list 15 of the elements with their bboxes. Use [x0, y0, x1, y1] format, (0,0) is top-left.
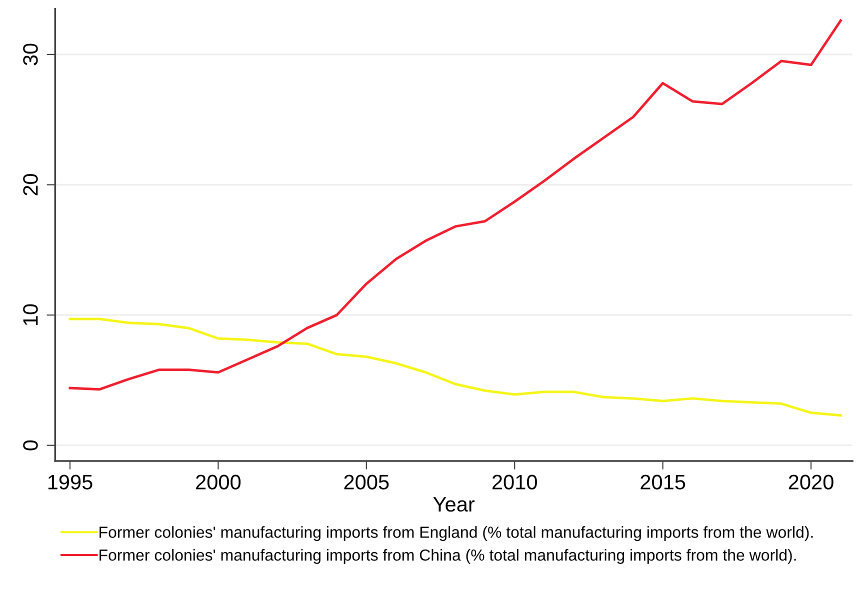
x-tick-label: 2000 — [196, 474, 241, 490]
legend-label: Former colonies' manufacturing imports from England (% total manufacturing imports from the world). — [100, 526, 813, 542]
x-tick-label: 2005 — [344, 474, 389, 490]
line-series — [68, 318, 842, 417]
x-tick-label: 2020 — [788, 474, 834, 490]
x-tick-label: 2015 — [640, 474, 686, 490]
legend-label: Former colonies' manufacturing imports from China (% total manufacturing imports from the world). — [100, 549, 796, 564]
y-tick-label: 20 — [23, 174, 38, 196]
y-tick-label: 0 — [23, 440, 38, 450]
line-series — [68, 19, 842, 391]
x-tick-label: 1995 — [48, 474, 92, 490]
x-axis-title: Year — [433, 497, 475, 512]
x-tick-label: 2010 — [492, 474, 537, 490]
y-tick-label: 10 — [23, 304, 38, 326]
y-tick-label: 30 — [23, 44, 38, 66]
